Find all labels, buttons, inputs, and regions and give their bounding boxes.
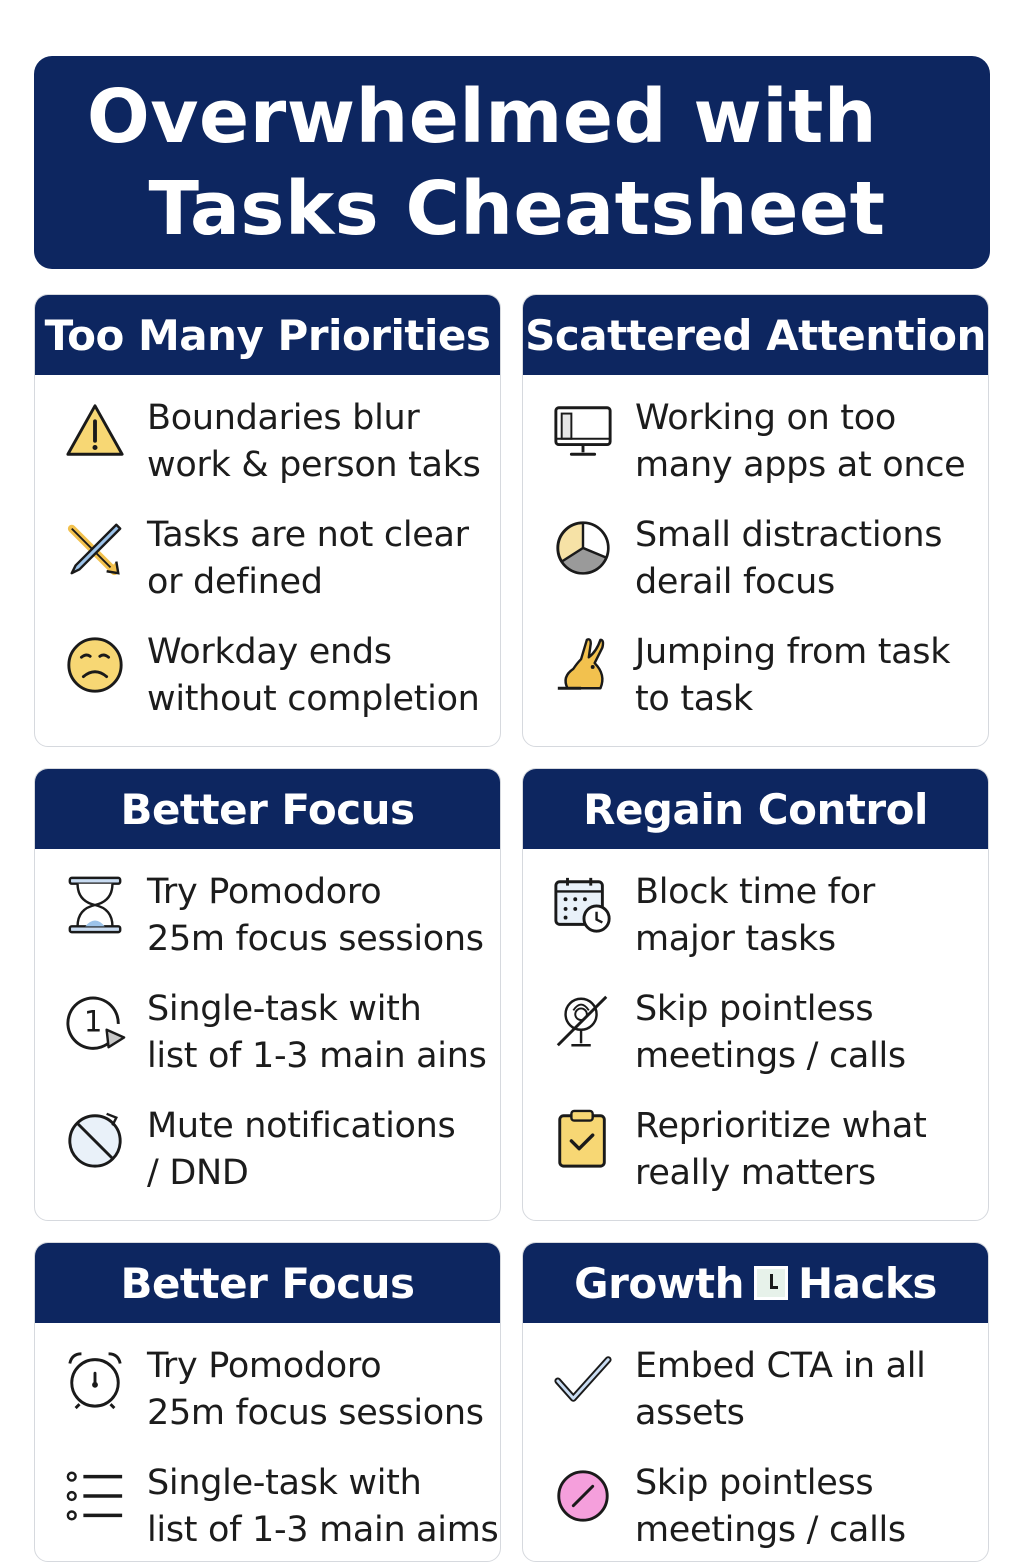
list-item: Reprioritize what really matters bbox=[523, 1103, 988, 1220]
card-regain-control: Regain Control Block time for major task… bbox=[522, 768, 989, 1221]
alarm-clock-icon bbox=[63, 1347, 127, 1411]
list-item: Try Pomodoro 25m focus sessions bbox=[35, 1343, 500, 1460]
item-text: Single-task with list of 1-3 main aims bbox=[147, 1463, 499, 1550]
item-text: Try Pomodoro 25m focus sessions bbox=[147, 872, 484, 959]
calendar-clock-icon bbox=[551, 873, 615, 937]
clock-emoji-icon bbox=[754, 1266, 788, 1300]
list-item: Workday ends without completion bbox=[35, 629, 500, 746]
card-better-focus: Better Focus Try Pomodoro 25m focus sess… bbox=[34, 768, 501, 1221]
item-text: Reprioritize what really matters bbox=[635, 1106, 927, 1193]
card-header-right: Hacks bbox=[798, 1258, 937, 1308]
page-title-line-2: Tasks Cheatsheet bbox=[148, 165, 886, 252]
list-item: Single-task with list of 1-3 main aims bbox=[35, 1460, 500, 1561]
item-text: Single-task with list of 1-3 main ains bbox=[147, 989, 487, 1076]
item-text: Block time for major tasks bbox=[635, 872, 875, 959]
hourglass-icon bbox=[63, 873, 127, 937]
item-text: Skip pointless meetings / calls bbox=[635, 1463, 906, 1550]
list-item: Try Pomodoro 25m focus sessions bbox=[35, 869, 500, 986]
list-item: Working on too many apps at once bbox=[523, 395, 988, 512]
card-header: Too Many Priorities bbox=[35, 295, 500, 375]
list-item: Block time for major tasks bbox=[523, 869, 988, 986]
no-meeting-icon bbox=[551, 990, 615, 1054]
item-text: Mute notifications / DND bbox=[147, 1106, 456, 1193]
list-item: Jumping from task to task bbox=[523, 629, 988, 746]
list-item: Embed CTA in all assets bbox=[523, 1343, 988, 1460]
number-one-icon: 1 bbox=[63, 990, 127, 1054]
item-text: Boundaries blur work & person taks bbox=[147, 398, 481, 485]
card-header-left: Growth bbox=[574, 1258, 744, 1308]
checkmark-icon bbox=[551, 1347, 615, 1411]
card-header: Regain Control bbox=[523, 769, 988, 849]
item-text: Skip pointless meetings / calls bbox=[635, 989, 906, 1076]
list-item: Small distractions derail focus bbox=[523, 512, 988, 629]
item-text: Embed CTA in all assets bbox=[635, 1346, 926, 1433]
list-item: 1 Single-task with list of 1-3 main ains bbox=[35, 986, 500, 1103]
card-header: Growth Hacks bbox=[523, 1243, 988, 1323]
clipboard-check-icon bbox=[551, 1107, 615, 1171]
pie-chart-icon bbox=[551, 516, 615, 580]
card-growth-hacks: Growth Hacks Embed CTA in all assets Ski… bbox=[522, 1242, 989, 1562]
card-scattered-attention: Scattered Attention Working on too many … bbox=[522, 294, 989, 747]
list-item: Boundaries blur work & person taks bbox=[35, 395, 500, 512]
list-item: Skip pointless meetings / calls bbox=[523, 1460, 988, 1561]
list-item: Skip pointless meetings / calls bbox=[523, 986, 988, 1103]
title-banner: Overwhelmed with Tasks Cheatsheet bbox=[34, 56, 990, 269]
card-better-focus-2: Better Focus Try Pomodoro 25m focus sess… bbox=[34, 1242, 501, 1562]
rabbit-icon bbox=[551, 633, 615, 697]
monitor-icon bbox=[551, 399, 615, 463]
card-header: Better Focus bbox=[35, 769, 500, 849]
card-too-many-priorities: Too Many Priorities Boundaries blur work… bbox=[34, 294, 501, 747]
item-text: Tasks are not clear or defined bbox=[147, 515, 469, 602]
item-text: Small distractions derail focus bbox=[635, 515, 943, 602]
card-header: Better Focus bbox=[35, 1243, 500, 1323]
item-text: Jumping from task to task bbox=[635, 632, 951, 719]
item-text: Working on too many apps at once bbox=[635, 398, 966, 485]
item-text: Workday ends without completion bbox=[147, 632, 480, 719]
list-icon bbox=[63, 1464, 127, 1528]
warning-icon bbox=[63, 399, 127, 463]
card-header: Scattered Attention bbox=[523, 295, 988, 375]
list-item: Tasks are not clear or defined bbox=[35, 512, 500, 629]
sad-face-icon bbox=[63, 633, 127, 697]
timer-icon bbox=[63, 1107, 127, 1171]
svg-text:1: 1 bbox=[84, 1005, 102, 1039]
pink-circle-icon bbox=[551, 1464, 615, 1528]
page-title-line-1: Overwhelmed with bbox=[86, 73, 878, 160]
list-item: Mute notifications / DND bbox=[35, 1103, 500, 1220]
item-text: Try Pomodoro 25m focus sessions bbox=[147, 1346, 484, 1433]
crossed-pencil-icon bbox=[63, 516, 127, 580]
